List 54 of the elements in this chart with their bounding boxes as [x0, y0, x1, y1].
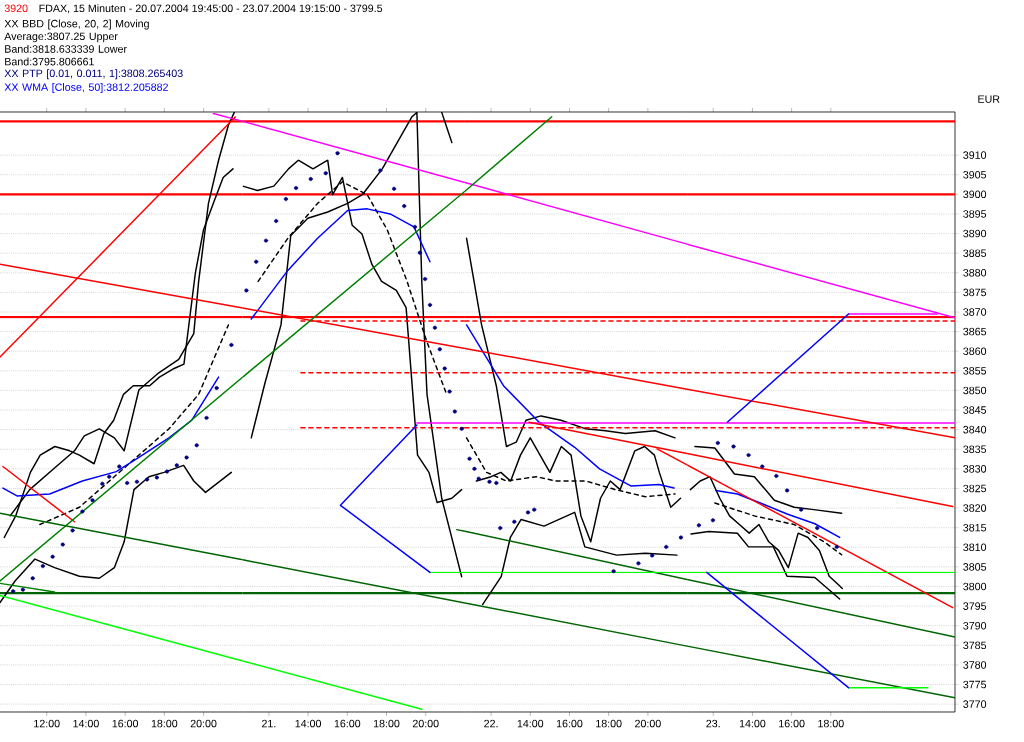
y-tick-label: 3850: [963, 386, 987, 395]
y-tick-label: 3770: [963, 700, 987, 708]
y-tick-label: 3845: [963, 406, 987, 414]
y-tick-label: 3815: [963, 523, 987, 532]
y-tick-label: 3895: [963, 210, 987, 218]
x-tick-label: 21.: [262, 719, 276, 728]
x-tick-label: 14:00: [517, 719, 544, 728]
y-tick-label: 3775: [963, 680, 987, 689]
text: XX WMA [Close, 50]:3812.205882: [4, 83, 168, 94]
x-tick-label: 14:00: [739, 719, 766, 728]
y-tick-label: 3785: [963, 641, 987, 650]
x-tick-label: 23.: [706, 719, 720, 728]
y-tick-label: 3840: [963, 425, 987, 434]
y-tick-label: 3865: [963, 327, 987, 336]
x-tick-label: 18:00: [818, 719, 844, 728]
y-tick-label: 3820: [963, 504, 987, 512]
y-tick-label: 3860: [963, 347, 987, 355]
y-tick-label: 3880: [963, 269, 987, 277]
x-tick-label: 16:00: [779, 719, 805, 728]
y-axis-title: EUR: [978, 95, 1000, 103]
x-tick-label: 18:00: [596, 719, 622, 728]
x-tick-label: 20:00: [412, 719, 439, 728]
y-tick-label: 3885: [963, 249, 987, 257]
text: XX BBD [Close, 20, 2] Moving Average:3807.25 Upper Band:3818.633339 Lower Band:3795.806661: [4, 19, 149, 66]
x-tick-label: 16:00: [112, 719, 139, 728]
x-tick-label: 14:00: [295, 719, 322, 728]
y-tick-label: 3905: [963, 170, 987, 179]
y-tick-label: 3810: [963, 543, 987, 552]
y-tick-label: 3830: [963, 465, 987, 473]
y-tick-label: 3790: [963, 621, 987, 630]
y-tick-label: 3805: [963, 563, 987, 571]
y-tick-label: 3795: [963, 602, 987, 610]
x-tick-label: 16:00: [334, 719, 361, 728]
y-tick-label: 3875: [963, 288, 987, 297]
x-tick-label: 12:00: [34, 719, 60, 728]
x-tick-label: 20:00: [635, 719, 661, 728]
y-tick-label: 3835: [963, 445, 987, 454]
y-tick-label: 3825: [963, 484, 987, 493]
text: 3920: [4, 4, 28, 13]
y-tick-label: 3780: [963, 661, 987, 669]
x-tick-label: 16:00: [556, 719, 583, 728]
y-tick-label: 3900: [963, 190, 987, 199]
x-tick-label: 20:00: [190, 719, 217, 728]
x-tick-label: 22.: [484, 719, 498, 728]
y-tick-label: 3800: [963, 582, 987, 591]
y-tick-label: 3870: [963, 308, 987, 316]
y-tick-label: 3855: [963, 367, 987, 375]
y-tick-label: 3890: [963, 229, 987, 238]
x-tick-label: 18:00: [373, 719, 400, 728]
chart-title: FDAX, 15 Minuten - 20.07.2004 19:45:00 - 23.07.2004 19:15:00 - 3799.5: [39, 4, 383, 14]
x-tick-label: 14:00: [73, 719, 99, 728]
y-tick-label: 3910: [963, 151, 987, 159]
x-tick-label: 18:00: [151, 719, 178, 728]
text: XX PTP [0.01, 0.011, 1]:3808.265403: [4, 69, 183, 80]
